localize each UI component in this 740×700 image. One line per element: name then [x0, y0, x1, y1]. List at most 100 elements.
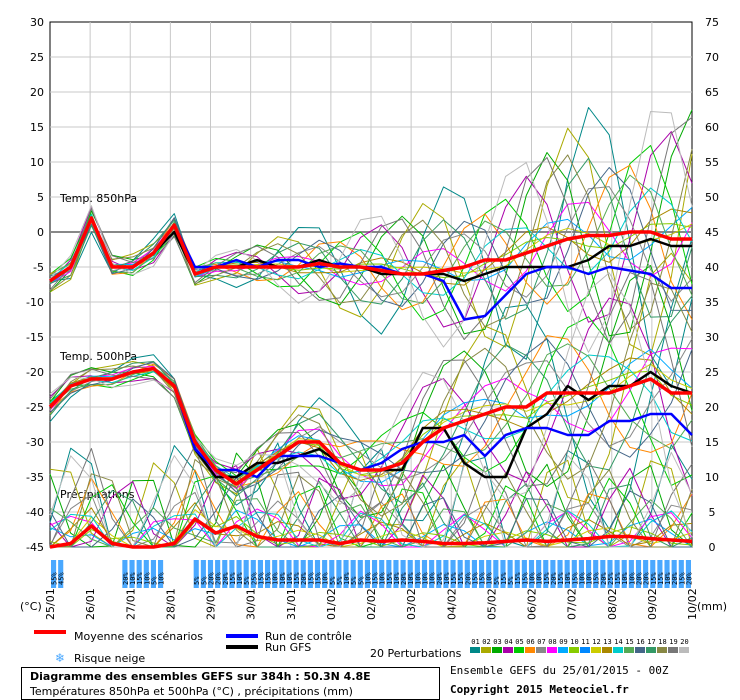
snow-risk-label: 15% — [315, 572, 323, 585]
snow-risk-label: 15% — [450, 572, 458, 585]
snow-risk-cell — [628, 560, 634, 588]
x-tick-label: 31/01 — [285, 588, 298, 620]
y-tick-left: 10 — [30, 156, 44, 169]
snow-risk-cell — [407, 560, 413, 588]
snow-risk-label: 20% — [122, 572, 130, 585]
y-tick-left: -40 — [26, 506, 44, 519]
snow-risk-label: 10% — [586, 572, 594, 585]
snow-risk-cell — [486, 560, 492, 588]
perturbation-color — [547, 647, 557, 653]
snow-risk-label: 25% — [607, 572, 615, 585]
snow-risk-cell — [322, 560, 328, 588]
snow-risk-label: 20% — [436, 572, 444, 585]
snowflake-icon: ❄ — [55, 651, 66, 665]
snow-risk-cell — [457, 560, 463, 588]
snow-risk-label: 10% — [393, 572, 401, 585]
mean-500-line — [48, 366, 692, 486]
snow-risk-cell — [664, 560, 670, 588]
y-tick-right: 45 — [705, 226, 719, 239]
snow-risk-label: 15% — [657, 572, 665, 585]
snow-risk-cell — [265, 560, 271, 588]
y-tick-right: 30 — [705, 331, 719, 344]
perturbation-id: 14 — [614, 638, 623, 646]
perturbation-500-line — [49, 295, 693, 504]
perturbation-color — [591, 647, 601, 653]
snow-risk-label: 15% — [307, 572, 315, 585]
snow-risk-cell — [614, 560, 620, 588]
snow-risk-cell — [236, 560, 242, 588]
legend-control-swatch — [226, 634, 258, 638]
perturbation-color — [481, 647, 491, 653]
x-tick-label: 26/01 — [84, 588, 97, 620]
snow-risk-label: 10% — [286, 572, 294, 585]
snow-risk-cell — [379, 560, 385, 588]
perturbation-color — [503, 647, 513, 653]
perturbation-color — [679, 647, 689, 653]
snow-risk-cell — [607, 560, 613, 588]
x-tick-label: 07/02 — [566, 588, 579, 620]
perturbation-color — [536, 647, 546, 653]
perturbation-id: 05 — [515, 638, 524, 646]
snow-risk-cell — [471, 560, 477, 588]
legend-control-label: Run de contrôle — [265, 630, 352, 643]
copyright: Copyright 2015 Meteociel.fr — [450, 683, 629, 696]
left-axis-unit: (°C) — [20, 600, 42, 613]
perturbation-id: 07 — [537, 638, 546, 646]
y-tick-left: 5 — [37, 191, 44, 204]
snow-risk-label: 15% — [229, 572, 237, 585]
snow-risk-cell — [307, 560, 313, 588]
snow-risk-label: 55% — [51, 572, 59, 585]
snow-risk-label: 20% — [643, 572, 651, 585]
snow-risk-cell — [421, 560, 428, 588]
snow-risk-label: 10% — [621, 572, 629, 585]
perturbation-precip-line — [49, 508, 693, 548]
snow-risk-cell — [193, 560, 199, 588]
perturbation-id: 10 — [570, 638, 579, 646]
y-tick-right: 15 — [705, 436, 719, 449]
snow-risk-label: 20% — [215, 572, 223, 585]
snow-risk-label: 15% — [265, 572, 273, 585]
snow-risk-cell — [357, 560, 363, 588]
snow-risk-label: 10% — [578, 572, 586, 585]
snow-risk-cell — [564, 560, 570, 588]
perturbation-color — [668, 647, 678, 653]
snow-risk-label: 10% — [486, 572, 494, 585]
snow-risk-label: 15% — [257, 572, 265, 585]
perturbation-id: 12 — [592, 638, 601, 646]
snow-risk-label: 15% — [650, 572, 658, 585]
snow-risk-label: 10% — [443, 572, 451, 585]
snow-risk-cell — [158, 560, 164, 588]
legend-gfs-swatch — [226, 645, 258, 649]
perturbation-swatch: 07 — [536, 638, 547, 653]
perturbation-swatch: 11 — [580, 638, 591, 653]
perturbation-id: 02 — [482, 638, 491, 646]
x-tick-label: 25/01 — [44, 588, 57, 620]
snow-risk-label: 5% — [357, 576, 365, 585]
snow-risk-cell — [122, 560, 128, 588]
perturbation-color — [602, 647, 612, 653]
snow-risk-label: 20% — [600, 572, 608, 585]
snow-risk-cell — [493, 560, 499, 588]
snow-risk-label: 10% — [628, 572, 636, 585]
snow-risk-label: 20% — [208, 572, 216, 585]
snow-risk-cell — [400, 560, 406, 588]
snow-risk-label: 15% — [543, 572, 551, 585]
snow-risk-cell — [678, 560, 684, 588]
y-tick-left: -45 — [26, 541, 44, 554]
perturbation-color — [624, 647, 634, 653]
snow-risk-label: 15% — [457, 572, 465, 585]
perturbation-id: 13 — [603, 638, 612, 646]
y-tick-right: 10 — [705, 471, 719, 484]
perturbation-swatch: 08 — [547, 638, 558, 653]
perturbation-id: 18 — [658, 638, 667, 646]
snow-risk-cell — [621, 560, 627, 588]
legend-mean-label: Moyenne des scénarios — [74, 630, 203, 643]
snow-risk-label: 10% — [379, 572, 387, 585]
snow-risk-label: 20% — [400, 572, 408, 585]
perturbation-color — [580, 647, 590, 653]
y-tick-left: -15 — [26, 331, 44, 344]
snow-risk-label: 45% — [58, 572, 66, 585]
snow-risk-strip: 55% 45% 20% 10% 15% 10% 5% 10% 5% 5% 20% 20% 20% 15% 1… — [51, 560, 693, 588]
snow-risk-cell — [336, 560, 342, 588]
y-tick-right: 50 — [705, 191, 719, 204]
